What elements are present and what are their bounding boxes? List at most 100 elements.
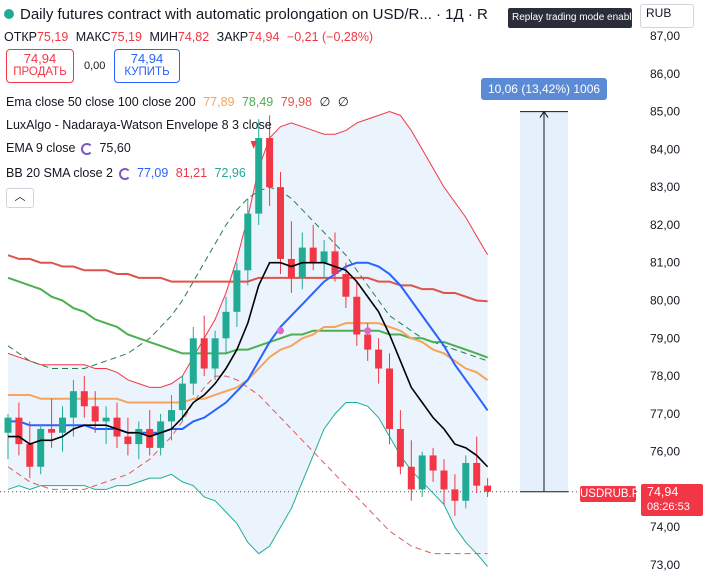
- candle-body: [266, 138, 274, 188]
- measure-label: 10,06 (13,42%) 1006: [481, 78, 607, 100]
- candle-body: [26, 444, 34, 467]
- candle-body: [375, 349, 383, 369]
- chart-title: Daily futures contract with automatic pr…: [4, 6, 488, 23]
- y-tick-label: 81,00: [650, 256, 680, 270]
- candle-body: [168, 410, 175, 422]
- empty-value: ∅: [319, 95, 331, 109]
- bb-lower-value: 72,96: [214, 166, 246, 180]
- buy-button[interactable]: 74,94 КУПИТЬ: [114, 49, 180, 83]
- candle-body: [59, 417, 66, 433]
- sell-label: ПРОДАТЬ: [13, 66, 67, 78]
- title-text: Daily futures contract with automatic pr…: [20, 6, 488, 23]
- candle-body: [48, 428, 56, 433]
- bb-upper-value: 81,21: [175, 166, 208, 180]
- y-tick-label: 85,00: [650, 105, 680, 119]
- candle-body: [407, 466, 415, 490]
- y-tick-label: 77,00: [650, 407, 680, 421]
- currency-selector[interactable]: [640, 4, 694, 28]
- indicator-ema-multi[interactable]: Ema close 50 close 100 close 200 77,89 7…: [6, 94, 349, 109]
- candle-body: [255, 138, 263, 214]
- candle-body: [386, 368, 393, 429]
- indicator-ema9[interactable]: EMA 9 close 75,60: [6, 141, 131, 155]
- indicator-name: EMA 9 close: [6, 141, 76, 155]
- y-tick-label: 80,00: [650, 294, 680, 308]
- open-value: 75,19: [36, 30, 69, 44]
- market-status-icon: [4, 9, 14, 19]
- y-tick-label: 86,00: [650, 67, 680, 81]
- candle-body: [124, 436, 132, 445]
- candle-body: [91, 406, 99, 422]
- spread-value: 0,00: [84, 60, 106, 72]
- ema50-value: 77,89: [203, 95, 235, 109]
- low-key: МИН: [149, 30, 178, 44]
- replay-mode-badge: Replay trading mode enabled: [508, 8, 632, 28]
- indicator-bb[interactable]: BB 20 SMA close 2 77,09 81,21 72,96: [6, 166, 246, 180]
- sell-button[interactable]: 74,94 ПРОДАТЬ: [6, 49, 74, 83]
- currency-label: RUB: [646, 6, 672, 20]
- price-axis-bg: [640, 0, 703, 572]
- y-tick-label: 87,00: [650, 29, 680, 43]
- bar-countdown: 08:26:53: [647, 501, 690, 513]
- replay-sync-icon: [119, 168, 132, 180]
- indicator-name: LuxAlgo - Nadaraya-Watson Envelope 8 3 c…: [6, 118, 272, 132]
- candle-body: [102, 417, 110, 422]
- empty-value: ∅: [337, 95, 349, 109]
- y-tick-label: 83,00: [650, 180, 680, 194]
- candle-body: [440, 470, 448, 490]
- indicator-name: BB 20 SMA close 2: [6, 166, 114, 180]
- y-tick-label: 82,00: [650, 218, 680, 232]
- ohlc-legend: ОТКР75,19 МАКС75,19 МИН74,82 ЗАКР74,94 −…: [4, 30, 377, 44]
- indicator-name: Ema close 50 close 100 close 200: [6, 95, 196, 109]
- buy-price: 74,94: [130, 51, 164, 66]
- bb-basis-value: 77,09: [137, 166, 169, 180]
- ema100-value: 78,49: [241, 95, 274, 109]
- candle-body: [277, 187, 284, 259]
- change-value: −0,21 (−0,28%): [286, 30, 374, 44]
- y-tick-label: 76,00: [650, 445, 680, 459]
- badge-text: Replay trading mode enabled: [512, 12, 632, 23]
- open-key: ОТКР: [4, 30, 37, 44]
- close-key: ЗАКР: [216, 30, 249, 44]
- high-key: МАКС: [75, 30, 111, 44]
- ema200-value: 79,98: [280, 95, 312, 109]
- candle-body: [331, 251, 339, 275]
- candle-body: [429, 455, 437, 471]
- candle-body: [309, 247, 317, 263]
- candle-body: [418, 455, 426, 490]
- symbol-tag: USDRUB.P: [580, 486, 640, 502]
- y-tick-label: 74,00: [650, 520, 680, 534]
- candle-body: [364, 334, 372, 350]
- ema9-value: 75,60: [99, 141, 131, 155]
- last-price: 74,94: [647, 485, 679, 499]
- nw-lower-line: [7, 375, 488, 555]
- close-value: 74,94: [248, 30, 280, 44]
- sell-price: 74,94: [23, 51, 57, 66]
- candle-body: [222, 311, 230, 339]
- candle-body: [4, 417, 12, 433]
- candle-body: [178, 383, 186, 411]
- candle-body: [353, 296, 361, 335]
- candle-body: [189, 338, 197, 384]
- candle-body: [451, 489, 459, 501]
- candle-body: [233, 270, 241, 312]
- replay-sync-icon: [81, 143, 94, 155]
- candle-body: [113, 417, 121, 437]
- sell-signal-marker: [250, 141, 257, 149]
- candle-body: [396, 428, 404, 467]
- cross-marker: [277, 327, 284, 335]
- nw-upper-line: [7, 186, 488, 370]
- chevron-up-icon: ︿: [14, 191, 26, 203]
- candle-body: [462, 462, 470, 501]
- candle-body: [473, 462, 481, 486]
- candle-body: [211, 338, 219, 369]
- collapse-legend-button[interactable]: ︿: [6, 188, 34, 208]
- high-value: 75,19: [110, 30, 142, 44]
- ema9-line: [8, 261, 489, 468]
- indicator-nadaraya[interactable]: LuxAlgo - Nadaraya-Watson Envelope 8 3 c…: [6, 118, 272, 132]
- candle-body: [37, 428, 45, 467]
- candle-body: [244, 213, 252, 271]
- candle-body: [69, 391, 77, 418]
- candle-body: [287, 258, 295, 278]
- candle-body: [484, 485, 492, 492]
